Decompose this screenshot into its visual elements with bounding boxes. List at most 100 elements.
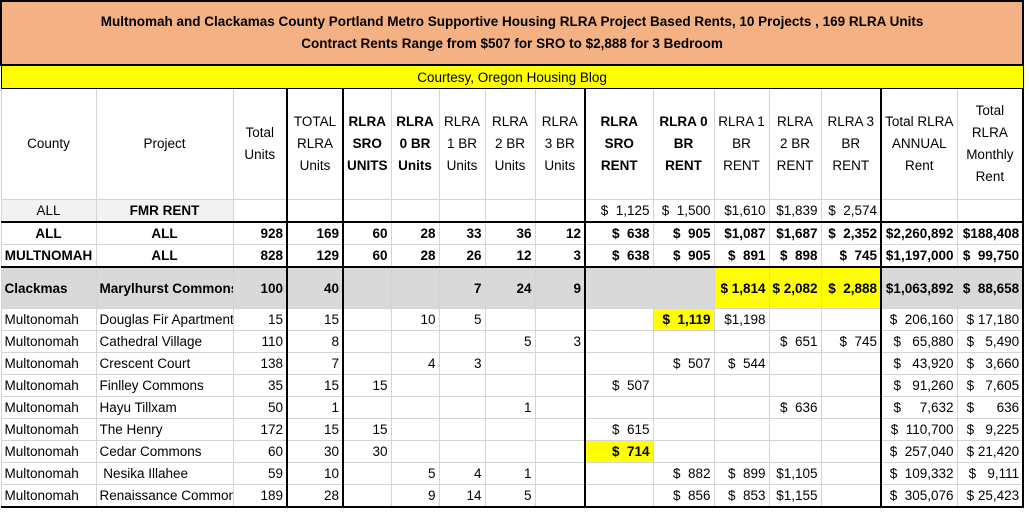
cell[interactable] xyxy=(342,308,392,331)
cell[interactable]: 26 xyxy=(438,244,486,268)
cell[interactable]: $1,197,000 xyxy=(880,244,958,268)
cell[interactable] xyxy=(438,199,486,223)
cell[interactable] xyxy=(820,462,882,485)
cell[interactable]: $ 65,880 xyxy=(880,330,958,353)
cell[interactable] xyxy=(438,396,486,419)
cell[interactable]: FMR RENT xyxy=(95,199,234,223)
cell[interactable]: 60 xyxy=(342,244,392,268)
cell[interactable]: $ 745 xyxy=(820,330,882,353)
cell[interactable]: $ 898 xyxy=(768,244,822,268)
cell[interactable]: 28 xyxy=(390,244,440,268)
cell[interactable]: $ 99,750 xyxy=(956,244,1025,268)
cell[interactable]: 4 xyxy=(438,462,486,485)
cell[interactable]: $ 615 xyxy=(584,418,654,441)
cell[interactable]: The Henry xyxy=(95,418,234,441)
sheet-title[interactable]: Multnomah and Clackamas County Portland … xyxy=(0,0,1025,66)
cell[interactable] xyxy=(534,374,586,397)
cell[interactable] xyxy=(820,418,882,441)
column-header[interactable]: RLRA SRO UNITS xyxy=(342,88,392,200)
cell[interactable]: $ 43,920 xyxy=(880,352,958,375)
cell[interactable]: 15 xyxy=(286,374,344,397)
cell[interactable]: $ 891 xyxy=(713,244,770,268)
cell[interactable] xyxy=(652,266,715,309)
cell[interactable]: 15 xyxy=(342,418,392,441)
cell[interactable]: 3 xyxy=(534,244,586,268)
cell[interactable]: 14 xyxy=(438,484,486,508)
cell[interactable]: Cathedral Village xyxy=(95,330,234,353)
cell[interactable]: 60 xyxy=(232,440,288,463)
column-header[interactable]: RLRA 1 BR RENT xyxy=(713,88,770,200)
cell[interactable] xyxy=(584,266,654,309)
cell[interactable]: 40 xyxy=(286,266,344,309)
cell[interactable]: ALL xyxy=(0,221,97,245)
cell[interactable]: ALL xyxy=(95,221,234,245)
cell[interactable] xyxy=(956,199,1025,223)
cell[interactable]: $ 109,332 xyxy=(880,462,958,485)
cell[interactable] xyxy=(342,266,392,309)
cell[interactable]: $ 88,658 xyxy=(956,266,1025,309)
cell[interactable]: $ 853 xyxy=(713,484,770,508)
cell[interactable] xyxy=(768,308,822,331)
cell[interactable] xyxy=(652,418,715,441)
cell[interactable]: $ 638 xyxy=(584,221,654,245)
cell[interactable]: $ 2,888 xyxy=(820,266,882,309)
cell[interactable] xyxy=(820,352,882,375)
cell[interactable]: 15 xyxy=(286,418,344,441)
cell[interactable]: Clackmas xyxy=(0,266,97,309)
cell[interactable]: $ 2,082 xyxy=(768,266,822,309)
column-header[interactable]: RLRA 1 BR Units xyxy=(438,88,486,200)
cell[interactable] xyxy=(584,396,654,419)
cell[interactable]: Multonomah xyxy=(0,462,97,485)
cell[interactable]: $ 305,076 xyxy=(880,484,958,508)
cell[interactable] xyxy=(390,440,440,463)
cell[interactable]: 30 xyxy=(286,440,344,463)
cell[interactable] xyxy=(768,418,822,441)
cell[interactable] xyxy=(768,440,822,463)
cell[interactable]: 5 xyxy=(484,330,536,353)
cell[interactable] xyxy=(534,308,586,331)
cell[interactable]: $ 110,700 xyxy=(880,418,958,441)
column-header[interactable]: RLRA 0 BR Units xyxy=(390,88,440,200)
cell[interactable]: 33 xyxy=(438,221,486,245)
cell[interactable]: $1,610 xyxy=(713,199,770,223)
cell[interactable]: 3 xyxy=(438,352,486,375)
cell[interactable] xyxy=(390,396,440,419)
cell[interactable]: Finlley Commons xyxy=(95,374,234,397)
cell[interactable]: $ 651 xyxy=(768,330,822,353)
cell[interactable] xyxy=(713,396,770,419)
cell[interactable]: MULTNOMAH xyxy=(0,244,97,268)
cell[interactable]: $ 5,490 xyxy=(956,330,1025,353)
cell[interactable]: Multonomah xyxy=(0,308,97,331)
cell[interactable]: $ 1,125 xyxy=(584,199,654,223)
cell[interactable]: $ 638 xyxy=(584,244,654,268)
cell[interactable]: $ 91,260 xyxy=(880,374,958,397)
cell[interactable] xyxy=(584,484,654,508)
cell[interactable]: 60 xyxy=(342,221,392,245)
cell[interactable] xyxy=(390,266,440,309)
cell[interactable]: $ 1,814 xyxy=(713,266,770,309)
cell[interactable]: 1 xyxy=(286,396,344,419)
column-header[interactable]: TOTAL RLRA Units xyxy=(286,88,344,200)
cell[interactable]: 28 xyxy=(390,221,440,245)
cell[interactable]: 169 xyxy=(286,221,344,245)
cell[interactable] xyxy=(820,484,882,508)
cell[interactable] xyxy=(484,352,536,375)
cell[interactable]: $ 9,225 xyxy=(956,418,1025,441)
cell[interactable]: 50 xyxy=(232,396,288,419)
cell[interactable]: 1 xyxy=(484,462,536,485)
cell[interactable] xyxy=(652,440,715,463)
cell[interactable] xyxy=(820,374,882,397)
cell[interactable]: 28 xyxy=(286,484,344,508)
column-header[interactable]: Total RLRA ANNUAL Rent xyxy=(880,88,958,200)
cell[interactable]: $ 2,574 xyxy=(820,199,882,223)
cell[interactable]: $ 3,660 xyxy=(956,352,1025,375)
cell[interactable] xyxy=(484,418,536,441)
cell[interactable]: Multonomah xyxy=(0,418,97,441)
cell[interactable] xyxy=(342,330,392,353)
cell[interactable]: 24 xyxy=(484,266,536,309)
cell[interactable] xyxy=(484,308,536,331)
cell[interactable]: ALL xyxy=(0,199,97,223)
cell[interactable]: 8 xyxy=(286,330,344,353)
cell[interactable]: ALL xyxy=(95,244,234,268)
cell[interactable]: $ 856 xyxy=(652,484,715,508)
